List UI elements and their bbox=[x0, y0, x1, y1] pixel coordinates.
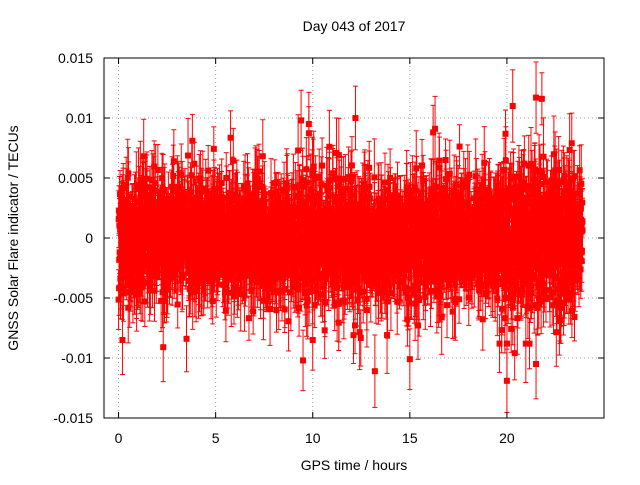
data-point bbox=[230, 158, 236, 164]
data-point bbox=[185, 153, 191, 159]
data-point bbox=[305, 298, 311, 304]
data-point bbox=[175, 302, 181, 308]
data-point bbox=[211, 146, 217, 152]
data-point bbox=[228, 135, 234, 141]
data-point bbox=[295, 281, 301, 287]
data-point bbox=[260, 153, 266, 159]
data-point bbox=[162, 187, 168, 193]
data-point bbox=[250, 308, 256, 314]
data-point bbox=[303, 166, 309, 172]
data-point bbox=[125, 305, 131, 311]
